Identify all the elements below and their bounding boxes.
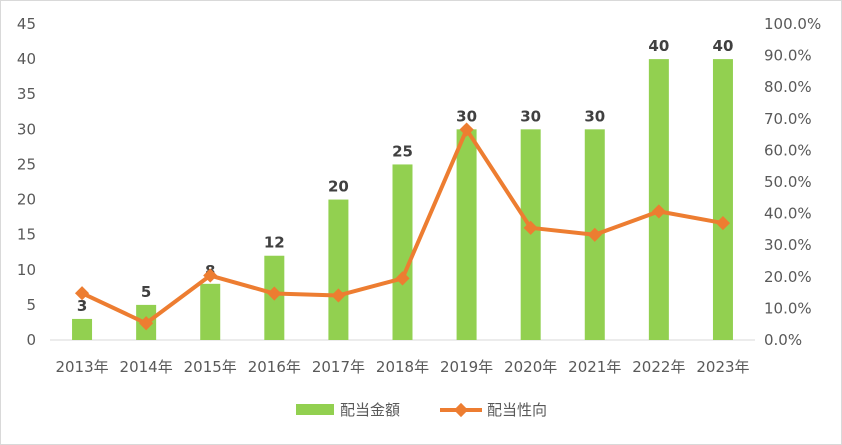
right-tick-label: 100.0% (764, 15, 821, 33)
bar (200, 283, 221, 340)
left-tick-label: 20 (17, 191, 36, 209)
category-label: 2020年 (504, 358, 557, 376)
category-label: 2019年 (440, 358, 493, 376)
legend-bar-label: 配当金額 (340, 401, 400, 419)
category-label: 2018年 (376, 358, 429, 376)
left-tick-label: 15 (17, 226, 36, 244)
bar-data-label: 5 (141, 283, 151, 301)
line-point (139, 316, 154, 331)
bar-data-label: 30 (584, 107, 605, 125)
bar-data-label: 30 (456, 107, 477, 125)
left-tick-label: 10 (17, 261, 36, 279)
category-label: 2013年 (55, 358, 108, 376)
left-tick-label: 30 (17, 120, 36, 138)
bar (712, 59, 733, 340)
left-axis-ticks: 0 5 10 15 20 25 30 35 40 45 (17, 15, 36, 349)
legend-line-marker (453, 402, 469, 418)
bar (456, 129, 477, 340)
right-tick-label: 40.0% (764, 205, 812, 223)
line-point (267, 286, 282, 301)
line-point (587, 227, 602, 242)
left-tick-label: 45 (17, 15, 36, 33)
right-tick-label: 30.0% (764, 236, 812, 254)
right-tick-label: 60.0% (764, 141, 812, 159)
right-tick-label: 90.0% (764, 47, 812, 65)
left-tick-label: 35 (17, 85, 36, 103)
right-tick-label: 80.0% (764, 78, 812, 96)
left-tick-label: 5 (26, 296, 36, 314)
bar-data-label: 20 (328, 178, 349, 196)
category-label: 2015年 (184, 358, 237, 376)
right-tick-label: 0.0% (764, 331, 802, 349)
bar (328, 199, 349, 340)
bar (392, 164, 413, 340)
category-label: 2017年 (312, 358, 365, 376)
line-point (523, 220, 538, 235)
left-tick-label: 0 (26, 331, 36, 349)
left-tick-label: 40 (17, 50, 36, 68)
category-label: 2016年 (248, 358, 301, 376)
line-point (395, 271, 410, 286)
line-point (74, 286, 90, 301)
line-point (331, 288, 346, 303)
bar-data-label: 40 (648, 37, 669, 55)
bar-data-label: 12 (264, 234, 285, 252)
category-label: 2021年 (568, 358, 621, 376)
bar (648, 59, 669, 340)
legend-line-label: 配当性向 (487, 401, 547, 419)
bar-data-label: 30 (520, 107, 541, 125)
category-label: 2023年 (696, 358, 749, 376)
legend-bar-swatch (296, 404, 334, 415)
category-label: 2022年 (632, 358, 685, 376)
left-tick-label: 25 (17, 155, 36, 173)
right-tick-label: 70.0% (764, 110, 812, 128)
line-point (715, 216, 731, 231)
right-axis-ticks: 0.0% 10.0% 20.0% 30.0% 40.0% 50.0% 60.0% 70.0% 8… (764, 15, 821, 349)
bar (72, 318, 93, 340)
bar-data-label: 3 (77, 297, 87, 315)
right-tick-label: 20.0% (764, 268, 812, 286)
bar-data-label: 40 (713, 37, 734, 55)
line-series (74, 122, 731, 331)
category-labels: 2013年 2014年 2015年 2016年 2017年 2018年 2019年 2020年… (55, 358, 749, 376)
bar-series (72, 59, 733, 340)
category-label: 2014年 (120, 358, 173, 376)
right-tick-label: 50.0% (764, 173, 812, 191)
line-point (651, 204, 666, 219)
legend: 配当金額 配当性向 (296, 401, 547, 419)
line-point (203, 268, 218, 283)
bar-data-label: 25 (392, 142, 413, 160)
right-tick-label: 10.0% (764, 299, 812, 317)
